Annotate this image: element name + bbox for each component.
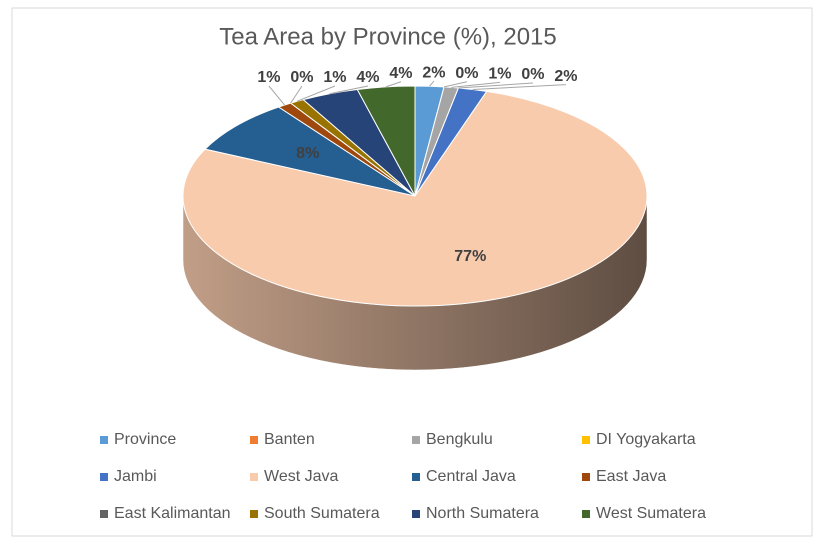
legend-swatch	[582, 436, 590, 444]
data-label: 1%	[323, 69, 346, 86]
data-label: 1%	[257, 69, 280, 86]
legend-label: Province	[114, 431, 176, 448]
data-label: 2%	[554, 68, 577, 85]
legend-label: East Kalimantan	[114, 505, 231, 522]
legend-swatch	[582, 473, 590, 481]
data-label: 0%	[521, 66, 544, 83]
leader-line	[451, 81, 500, 88]
data-label: 0%	[455, 65, 478, 82]
data-label: 2%	[422, 64, 445, 81]
slice	[356, 85, 416, 197]
legend-label: DI Yogyakarta	[596, 431, 696, 448]
leader-line	[268, 85, 285, 106]
legend-swatch	[250, 510, 258, 518]
legend-label: Jambi	[114, 468, 157, 485]
leader-line	[472, 84, 566, 90]
chart-title: Tea Area by Province (%), 2015	[219, 23, 557, 50]
leader-line	[429, 80, 435, 87]
legend-label: North Sumatera	[426, 505, 539, 522]
legend-label: Bengkulu	[426, 431, 493, 448]
legend-swatch	[250, 473, 258, 481]
data-label: 1%	[488, 66, 511, 83]
legend-label: East Java	[596, 468, 666, 485]
data-label: 4%	[389, 65, 412, 82]
legend-label: West Java	[264, 468, 339, 485]
legend-swatch	[100, 436, 108, 444]
legend-swatch	[100, 473, 108, 481]
legend-label: West Sumatera	[596, 505, 706, 522]
legend-swatch	[582, 510, 590, 518]
legend-swatch	[412, 473, 420, 481]
legend-label: Banten	[264, 431, 315, 448]
leader-line	[443, 81, 468, 88]
leader-line	[329, 85, 369, 95]
leader-line	[385, 81, 402, 88]
slice	[204, 106, 416, 197]
legend-label: South Sumatera	[264, 505, 380, 522]
data-label: 8%	[296, 145, 319, 162]
leader-line	[296, 85, 336, 102]
leader-line	[290, 85, 303, 104]
legend-swatch	[412, 436, 420, 444]
legend-swatch	[100, 510, 108, 518]
legend-swatch	[412, 510, 420, 518]
data-label: 77%	[454, 248, 486, 265]
legend-swatch	[250, 436, 258, 444]
leader-line	[458, 82, 533, 89]
legend-label: Central Java	[426, 468, 516, 485]
data-label: 0%	[290, 69, 313, 86]
data-label: 4%	[356, 69, 379, 86]
slice	[182, 90, 648, 307]
